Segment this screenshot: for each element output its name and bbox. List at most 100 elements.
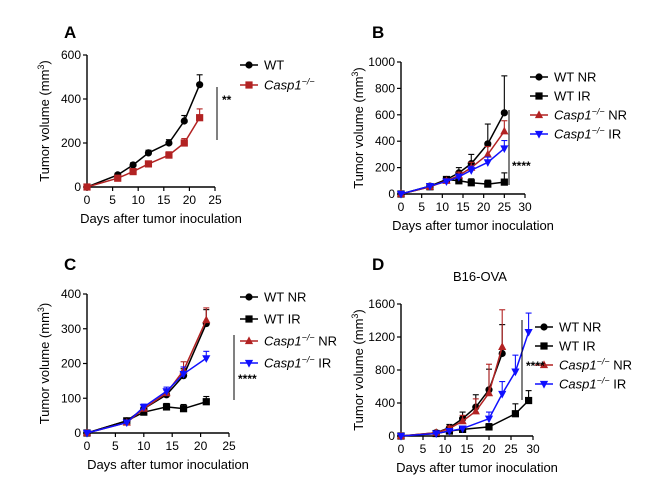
legend-marker bbox=[539, 380, 549, 389]
legend-label: Casp1−/− IR bbox=[264, 355, 331, 371]
y-tick-label: 0 bbox=[388, 187, 395, 201]
y-tick-label: 100 bbox=[61, 391, 81, 405]
data-point bbox=[511, 410, 519, 418]
legend-entry: WT bbox=[240, 58, 284, 73]
x-tick-label: 0 bbox=[84, 439, 91, 453]
legend-marker bbox=[534, 110, 544, 119]
data-point bbox=[483, 159, 492, 167]
x-tick-label: 5 bbox=[420, 442, 427, 456]
x-axis-title: Days after tumor inoculation bbox=[87, 457, 249, 472]
y-tick-label: 600 bbox=[61, 48, 81, 62]
panel-letter: B bbox=[372, 23, 384, 42]
plot-area: 0 5 10 15 20 25 0 100 200 300 400 Days after tumor … bbox=[36, 287, 337, 472]
legend-entry: Casp1−/− IR bbox=[530, 126, 621, 142]
data-point bbox=[202, 355, 211, 363]
x-tick-label: 25 bbox=[504, 442, 518, 456]
legend-label: Casp1−/− NR bbox=[264, 333, 337, 349]
data-point bbox=[458, 416, 467, 425]
x-tick-label: 15 bbox=[166, 439, 180, 453]
data-point bbox=[122, 419, 131, 428]
y-tick-label: 200 bbox=[375, 161, 395, 175]
y-tick-label: 300 bbox=[61, 322, 81, 336]
data-point bbox=[82, 429, 92, 438]
data-point bbox=[500, 145, 509, 154]
x-tick-label: 30 bbox=[518, 200, 532, 214]
data-point bbox=[467, 179, 475, 187]
legend-marker bbox=[245, 315, 253, 323]
data-point bbox=[196, 114, 204, 122]
panel-d: D B16-OVA 0 5 10 15 20 25 30 0 400 800 1200 1600 Day… bbox=[350, 255, 632, 475]
x-tick-label: 0 bbox=[84, 193, 91, 207]
data-point bbox=[179, 370, 188, 379]
legend-entry: Casp1−/− NR bbox=[535, 357, 632, 373]
legend-label: Casp1−/− NR bbox=[559, 357, 632, 373]
data-point bbox=[129, 168, 137, 176]
data-point bbox=[524, 328, 533, 337]
data-point bbox=[180, 117, 188, 125]
series bbox=[396, 139, 509, 199]
series-line bbox=[86, 319, 207, 434]
legend-label: WT NR bbox=[554, 70, 596, 85]
legend-entry: Casp1−/− NR bbox=[530, 107, 627, 123]
x-tick-label: 5 bbox=[109, 193, 116, 207]
data-point bbox=[165, 151, 173, 159]
y-axis-title: Tumor volume (mm3) bbox=[36, 303, 52, 425]
legend-label: WT bbox=[264, 58, 284, 73]
legend-marker bbox=[244, 336, 254, 345]
data-point bbox=[162, 388, 171, 396]
legend-entry: Casp1−/− IR bbox=[240, 355, 331, 371]
series bbox=[82, 307, 211, 437]
x-tick-label: 15 bbox=[460, 442, 474, 456]
legend-label: WT NR bbox=[264, 290, 306, 305]
panel-a: A 0 5 10 15 20 25 0 200 400 600 Days after tumor i… bbox=[36, 23, 315, 226]
data-point bbox=[144, 160, 153, 168]
series bbox=[83, 309, 210, 437]
x-tick-label: 25 bbox=[222, 439, 236, 453]
legend-entry: WT NR bbox=[535, 320, 601, 335]
data-point bbox=[458, 425, 467, 434]
legend-label: Casp1−/− IR bbox=[559, 376, 626, 392]
y-tick-label: 600 bbox=[375, 108, 395, 122]
legend-marker bbox=[245, 293, 253, 301]
data-point bbox=[511, 368, 520, 377]
x-axis-title: Days after tumor inoculation bbox=[80, 211, 242, 226]
data-point bbox=[202, 315, 211, 324]
data-point bbox=[180, 139, 188, 147]
legend-marker bbox=[539, 360, 549, 369]
data-point bbox=[165, 139, 173, 147]
legend-label: WT IR bbox=[559, 339, 596, 354]
data-point bbox=[129, 161, 137, 169]
y-tick-label: 800 bbox=[375, 81, 395, 95]
legend-marker bbox=[540, 342, 548, 350]
y-tick-label: 400 bbox=[61, 92, 81, 106]
series bbox=[83, 74, 204, 191]
x-tick-label: 10 bbox=[137, 439, 151, 453]
plot-area: 0 5 10 15 20 25 0 200 400 600 Days after tumor ino… bbox=[36, 48, 315, 226]
legend-marker bbox=[244, 359, 254, 368]
x-tick-label: 15 bbox=[456, 200, 470, 214]
legend-label: Casp1−/− bbox=[264, 77, 315, 93]
y-tick-label: 0 bbox=[74, 426, 81, 440]
data-point bbox=[114, 174, 122, 182]
legend-marker bbox=[245, 61, 253, 69]
legend-entry: Casp1−/− NR bbox=[240, 333, 337, 349]
legend-entry: WT IR bbox=[240, 312, 301, 327]
x-tick-label: 25 bbox=[208, 193, 222, 207]
x-tick-label: 10 bbox=[132, 193, 146, 207]
significance-label: **** bbox=[526, 359, 545, 373]
data-point bbox=[442, 178, 451, 187]
series-line bbox=[86, 84, 201, 188]
legend-marker bbox=[534, 130, 544, 139]
data-point bbox=[498, 390, 507, 399]
legend-entry: WT NR bbox=[530, 70, 596, 85]
legend-marker bbox=[245, 81, 253, 89]
data-point bbox=[139, 403, 148, 412]
data-point bbox=[525, 396, 533, 405]
series bbox=[396, 312, 533, 441]
data-point bbox=[162, 403, 171, 411]
legend-marker bbox=[535, 73, 543, 81]
series-line bbox=[86, 401, 207, 434]
panel-letter: A bbox=[64, 23, 76, 42]
